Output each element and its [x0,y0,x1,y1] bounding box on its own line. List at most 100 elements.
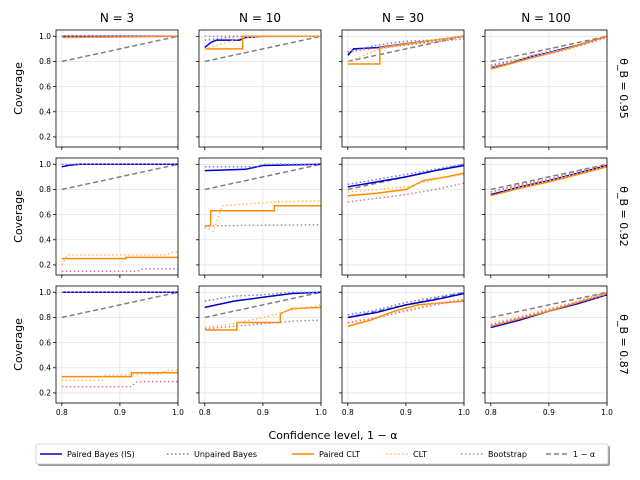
plot-area [199,30,321,147]
series-line-paired-bayes-is- [490,164,608,196]
plot-area [342,30,464,147]
y-axis-label: Coverage [12,190,25,243]
x-tick-label: 0.8 [56,408,68,417]
subplot-r2-c0: 0.2 0.4 0.6 0.8 1.0 0.8 0.9 1.0 [39,285,184,417]
axes-frame [484,29,608,148]
y-axis-label: Coverage [12,318,25,371]
series-line-clt [204,200,322,233]
series-line-clt [490,292,608,325]
series-line-paired-clt [61,372,178,378]
column-title: N = 100 [521,11,571,25]
reference-line [61,163,179,191]
row-title: θ_B = 0.92 [617,186,630,246]
axes-frame [198,285,322,404]
series-line-clt [61,369,178,382]
subplot-r1-c2 [339,157,465,278]
series-line-clt [490,36,608,69]
row-title: θ_B = 0.95 [617,58,630,118]
x-tick-label: 0.8 [342,408,354,417]
axes-frame [55,157,179,276]
series-line-paired-bayes-is- [204,291,322,309]
series-line-paired-clt [347,172,465,197]
subplot-r0-c1 [196,29,322,150]
reference-line [204,291,322,319]
axes-frame [198,29,322,148]
plot-area [199,158,321,275]
legend-label: Paired Bayes (IS) [67,450,135,459]
plot-area [342,158,464,275]
x-tick-label: 1.0 [601,408,613,417]
subplot-r2-c2: 0.8 0.9 1.0 [339,285,470,417]
x-tick-label: 1.0 [172,408,184,417]
x-tick-label: 0.8 [199,408,211,417]
plot-area [56,286,178,403]
axes-frame [484,157,608,276]
legend-box [35,443,609,465]
reference-line [61,35,179,63]
series-line-paired-bayes-is- [347,292,465,319]
y-tick-label: 0.4 [39,107,51,116]
axes-frame [484,285,608,404]
series-line-paired-clt [204,306,322,331]
series-line-bootstrap [347,38,465,53]
x-tick-label: 1.0 [315,408,327,417]
series-line-paired-clt [347,300,465,328]
x-tick-label: 0.9 [400,408,412,417]
y-tick-label: 0.4 [39,363,51,372]
x-tick-label: 0.9 [257,408,269,417]
y-tick-label: 0.6 [39,338,51,347]
plot-area [56,30,178,147]
plot-area [485,30,607,147]
y-tick-label: 0.2 [39,261,51,270]
y-tick-label: 0.6 [39,210,51,219]
subplot-grid: 0.20.40.60.81.00.20.40.60.81.00.20.40.60… [12,11,630,417]
legend-label: Unpaired Bayes [194,450,257,459]
x-axis-label: Confidence level, 1 − α [269,429,398,442]
subplot-r0-c3 [482,29,608,150]
x-tick-label: 1.0 [458,408,470,417]
reference-line [204,163,322,191]
subplot-r2-c1: 0.8 0.9 1.0 [196,285,327,417]
series-line-clt [347,35,465,63]
axes-frame [341,29,465,148]
legend-label: Bootstrap [488,450,527,459]
y-tick-label: 1.0 [39,160,51,169]
subplot-r0-c0: 0.2 0.4 0.6 0.8 1.0 [39,29,179,150]
reference-line [490,35,608,63]
y-tick-label: 0.4 [39,235,51,244]
subplot-r0-c2 [339,29,465,150]
y-tick-label: 1.0 [39,288,51,297]
y-tick-label: 0.6 [39,82,51,91]
y-tick-label: 0.8 [39,313,51,322]
column-title: N = 30 [382,11,424,25]
series-line-paired-bayes-is- [61,163,178,168]
x-tick-label: 0.9 [543,408,555,417]
series-line-paired-clt [490,35,608,70]
series-line-paired-clt [490,166,608,197]
column-title: N = 10 [239,11,281,25]
series-line-unpaired-bayes [204,291,321,302]
axes-frame [55,29,179,148]
plot-area [485,158,607,275]
subplot-r1-c0: 0.2 0.4 0.6 0.8 1.0 [39,157,179,278]
subplot-r1-c1 [196,157,322,278]
series-line-bootstrap [490,294,608,328]
series-line-clt [204,35,322,50]
legend-label: CLT [413,450,427,459]
axes-frame [198,157,322,276]
column-title: N = 3 [100,11,134,25]
series-line-bootstrap [204,319,322,330]
x-tick-label: 0.9 [114,408,126,417]
plot-area [199,286,321,403]
series-line-bootstrap [490,163,608,193]
subplot-r1-c3 [482,157,608,278]
legend-label: 1 − α [573,450,595,459]
reference-line [490,163,608,191]
series-line-paired-bayes-is- [347,164,465,188]
series-line-unpaired-bayes [347,35,465,54]
y-axis-label: Coverage [12,62,25,115]
axes-frame [341,285,465,404]
plot-area [485,286,607,403]
y-tick-label: 0.8 [39,57,51,66]
